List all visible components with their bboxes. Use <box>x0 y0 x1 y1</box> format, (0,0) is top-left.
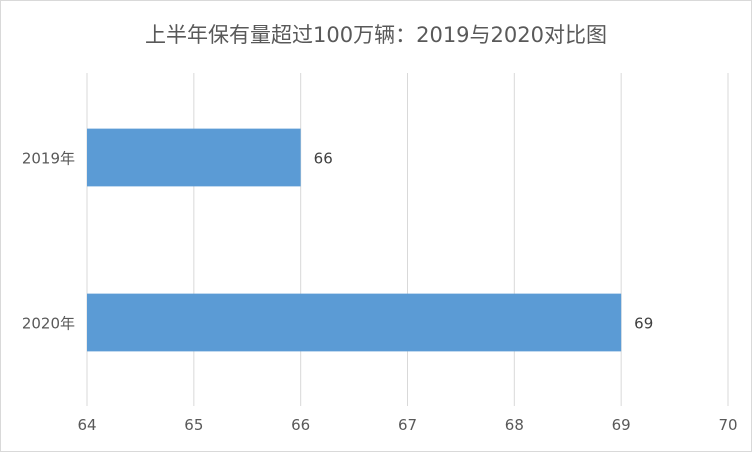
x-tick-label: 66 <box>291 416 310 434</box>
data-label: 69 <box>634 315 653 333</box>
bars <box>87 128 622 352</box>
gridlines <box>86 73 729 406</box>
data-label: 66 <box>314 150 333 168</box>
bar <box>87 128 301 187</box>
bar <box>87 293 622 352</box>
category-label: 2020年 <box>22 315 75 333</box>
category-label: 2019年 <box>22 150 75 168</box>
x-tick-label: 65 <box>184 416 203 434</box>
x-tick-label: 69 <box>612 416 631 434</box>
x-tick-label: 64 <box>77 416 96 434</box>
x-tick-label: 67 <box>398 416 417 434</box>
labels: 64 65 66 67 68 69 70 2019年 66 2020年 69 <box>22 150 738 435</box>
x-tick-label: 68 <box>505 416 524 434</box>
chart-title: 上半年保有量超过100万辆：2019与2020对比图 <box>145 23 607 47</box>
x-tick-label: 70 <box>718 416 737 434</box>
